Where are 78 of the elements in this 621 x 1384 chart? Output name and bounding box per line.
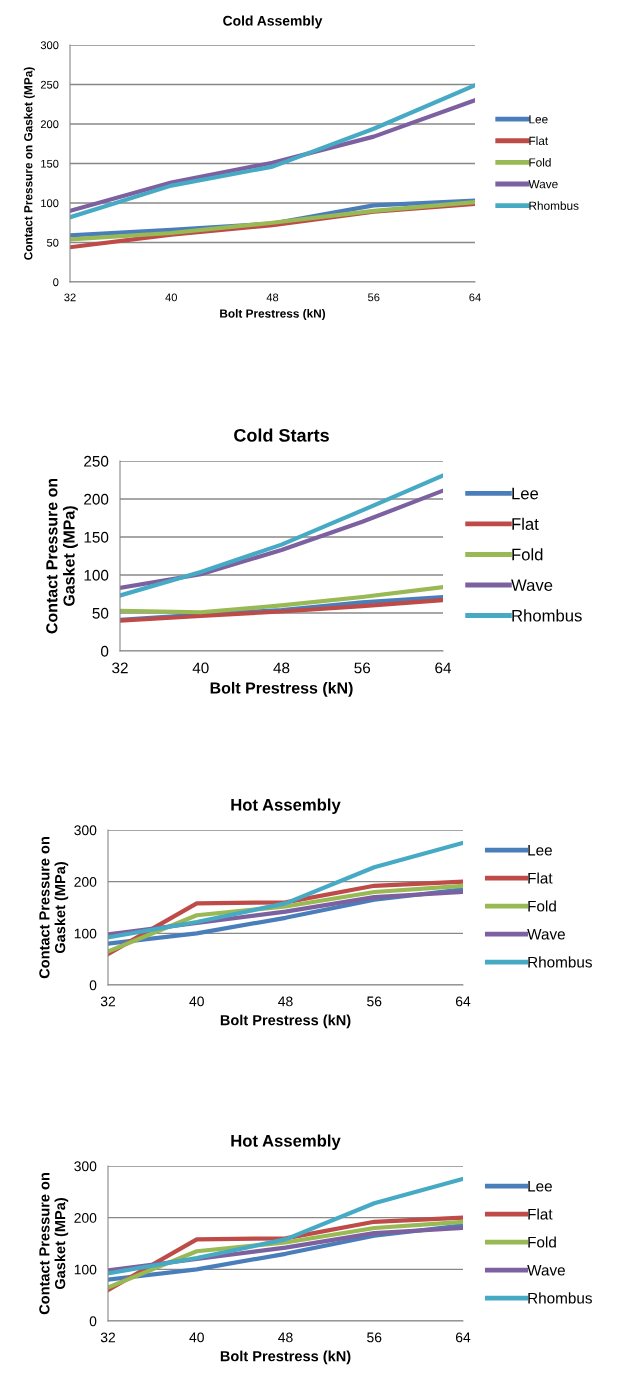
legend-label: Lee (529, 115, 548, 124)
x-tick-label: 56 (367, 996, 382, 1007)
x-tick-label: 40 (165, 293, 177, 302)
x-tick-label: 48 (278, 996, 293, 1007)
x-tick-label: 56 (368, 293, 380, 302)
x-tick-label: 64 (435, 662, 452, 674)
x-tick-label: 32 (112, 662, 128, 674)
y-tick-label: 200 (74, 1213, 97, 1223)
y-tick-label: 200 (84, 493, 109, 505)
legend-label: Lee (512, 487, 539, 500)
legend-label: Wave (527, 928, 565, 940)
x-tick-label: 40 (189, 1332, 204, 1343)
chart-title: Hot Assembly (231, 1134, 341, 1151)
legend-label: Flat (529, 136, 549, 146)
line-series (108, 1176, 463, 1276)
line-series (70, 83, 475, 220)
legend-label: Fold (512, 548, 543, 561)
y-tick-label: 100 (41, 199, 59, 208)
legend-label: Rhombus (528, 1292, 592, 1304)
legend-label: Rhombus (512, 609, 582, 622)
x-axis-title: Bolt Prestress (kN) (220, 1350, 351, 1365)
x-axis-title: Bolt Prestress (kN) (210, 681, 353, 697)
legend-label: Lee (528, 1180, 552, 1192)
legend-label: Rhombus (528, 956, 592, 968)
legend-label: Flat (512, 517, 539, 530)
y-axis-title: Contact Pressure on Gasket (MPa) (23, 67, 35, 260)
chart-title: Cold Assembly (223, 15, 323, 29)
y-tick-label: 100 (74, 928, 97, 939)
y-axis-title: Contact Pressure on Gasket (MPa) (46, 478, 78, 634)
y-tick-label: 300 (74, 825, 97, 836)
x-tick-label: 48 (273, 662, 290, 674)
y-tick-label: 0 (89, 980, 97, 991)
x-tick-label: 40 (192, 662, 209, 674)
y-tick-label: 100 (74, 1264, 97, 1275)
legend-label: Fold (528, 900, 556, 912)
x-tick-label: 56 (354, 662, 371, 674)
legend-label: Flat (528, 1208, 553, 1220)
y-tick-label: 150 (41, 159, 59, 168)
y-axis-title: Contact Pressure on Gasket (MPa) (39, 837, 69, 979)
legend-label: Fold (528, 1236, 556, 1248)
line-series (108, 840, 463, 940)
y-tick-label: 200 (40, 120, 59, 129)
y-tick-label: 200 (74, 877, 97, 887)
y-tick-label: 0 (100, 645, 109, 657)
chart-title: Hot Assembly (231, 798, 341, 815)
y-tick-label: 0 (53, 278, 59, 287)
y-tick-label: 300 (40, 41, 59, 50)
x-axis-title: Bolt Prestress (kN) (220, 1014, 351, 1029)
x-tick-label: 40 (189, 996, 204, 1007)
x-tick-label: 48 (266, 293, 279, 302)
x-axis-title: Bolt Prestress (kN) (220, 309, 326, 321)
x-tick-label: 64 (455, 996, 471, 1007)
x-tick-label: 32 (64, 293, 76, 302)
x-tick-label: 32 (100, 1332, 116, 1343)
y-tick-label: 250 (84, 455, 109, 467)
x-tick-label: 56 (367, 1332, 382, 1343)
line-series (120, 473, 443, 598)
legend-label: Wave (511, 579, 553, 592)
y-tick-label: 50 (92, 607, 109, 619)
x-tick-label: 64 (469, 293, 481, 302)
legend-label: Wave (527, 1264, 565, 1276)
legend-label: Wave (528, 180, 558, 189)
y-tick-label: 0 (89, 1316, 97, 1327)
x-tick-label: 32 (100, 996, 116, 1007)
x-tick-label: 48 (278, 1332, 293, 1343)
legend-label: Fold (529, 158, 551, 167)
x-tick-label: 64 (455, 1332, 471, 1343)
y-tick-label: 250 (40, 80, 59, 89)
y-axis-title: Contact Pressure on Gasket (MPa) (39, 1173, 69, 1315)
chart-title: Cold Starts (234, 428, 329, 442)
line-series (120, 585, 443, 615)
legend-label: Lee (528, 844, 552, 856)
y-tick-label: 150 (84, 531, 109, 543)
y-tick-label: 50 (46, 238, 59, 247)
y-tick-label: 100 (84, 569, 109, 581)
legend-label: Flat (528, 872, 553, 884)
y-tick-label: 300 (74, 1161, 97, 1172)
legend-label: Rhombus (529, 201, 579, 210)
